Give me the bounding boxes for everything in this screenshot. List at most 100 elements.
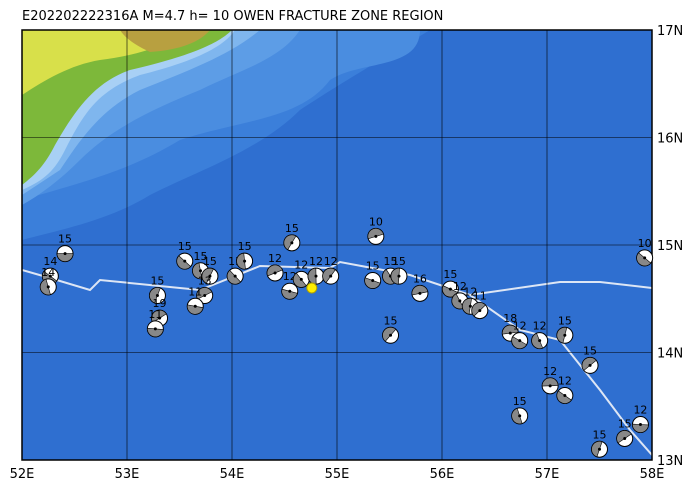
beachball-axis [288,289,292,293]
focal-mechanism [390,267,408,285]
beachball-axis [538,339,542,343]
beachball-axis [518,414,522,418]
beachball-quadrant [281,288,298,300]
focal-mechanism [322,267,340,285]
depth-label: 15 [558,314,572,327]
focal-mechanism [56,245,74,263]
depth-label: 12 [268,252,282,265]
focal-mechanism [39,278,57,296]
beachball-axis [548,384,552,388]
focal-mechanism [266,264,284,282]
beachball-axis [299,277,303,281]
depth-label: 15 [238,240,252,253]
depth-label: 12 [463,285,477,298]
depth-label: 15 [58,233,72,246]
beachball-axis [598,447,601,451]
focal-mechanism [236,252,254,270]
beachball-axis [199,269,202,273]
focal-mechanism [196,287,214,305]
beachball-quadrant [196,287,213,300]
beachball-axis [153,327,157,331]
focal-mechanism [176,252,194,270]
focal-mechanism [591,440,608,458]
depth-label: 15 [513,395,527,408]
beachball-quadrant [511,336,528,349]
focal-mechanism [531,332,549,350]
depth-label: 12 [558,375,572,388]
beachball-quadrant [307,267,317,285]
beachball-axis [418,291,422,295]
lat-label: 13N [657,454,683,469]
beachball-quadrant [581,357,597,371]
depth-label: 15 [285,222,299,235]
beachball-quadrant [616,430,632,444]
focal-mechanism [616,430,634,447]
focal-mechanism [411,284,429,302]
beachball-axis [478,309,482,313]
focal-mechanism [636,249,654,267]
focal-mechanism [281,282,299,300]
depth-label: 10 [638,237,652,250]
lon-label: 53E [115,467,140,482]
depth-label: 15 [194,250,208,263]
lon-label: 58E [640,467,665,482]
beachball-axis [563,333,567,337]
depth-label: 12 [533,320,547,333]
beachball-axis [638,423,642,427]
beachball-quadrant [411,285,429,296]
beachball-quadrant [201,267,214,284]
beachball-quadrant [636,252,652,267]
beachball-quadrant [541,377,559,387]
focal-mechanism [556,387,574,404]
focal-mechanism [201,267,219,285]
depth-label: 14 [41,266,55,279]
beachball-quadrant [531,332,544,349]
lat-label: 16N [657,132,683,147]
beachball-axis [155,294,159,298]
beachball-quadrant [502,324,519,335]
depth-label: 12 [294,258,308,271]
beachball-axis [623,437,627,440]
beachball-axis [374,234,378,238]
focal-mechanism [307,267,325,285]
beachball-quadrant [382,327,397,342]
beachball-quadrant [591,440,603,458]
beachball-quadrant [187,304,204,315]
beachball-axis [314,274,318,278]
depth-label: 10 [369,215,383,228]
depth-label: 19 [153,297,167,310]
depth-label: 15 [203,255,217,268]
beachball-axis [468,304,472,308]
beachball-axis [643,256,647,260]
lat-label: 15N [657,239,683,254]
depth-label: 15 [583,344,597,357]
depth-label: 11 [148,308,162,321]
beachball-quadrant [322,267,336,284]
depth-label: 11 [188,285,202,298]
lon-label: 52E [10,467,35,482]
focal-mechanism [226,267,244,285]
beachball-quadrant [192,262,203,280]
lon-label: 56E [430,467,455,482]
beachball-quadrant [556,327,568,344]
lon-label: 57E [535,467,560,482]
beachball-axis [273,271,277,275]
focal-mechanism [186,297,204,315]
depth-label: 12 [309,255,323,268]
beachball-quadrant [462,298,472,315]
depth-label: 18 [503,312,517,325]
focal-mechanism [511,332,529,350]
depth-label: 13 [198,275,212,288]
beachball-axis [48,274,52,278]
beachball-axis [183,259,187,263]
beachball-quadrant [40,278,51,296]
depth-label: 15 [443,268,457,281]
depth-label: 12 [453,280,467,293]
beachball-axis [448,287,452,291]
epicenter [306,282,318,294]
beachball-quadrant [149,287,161,304]
depth-label: 15 [618,418,632,431]
beachball-quadrant [511,407,523,425]
beachball-axis [158,316,162,320]
